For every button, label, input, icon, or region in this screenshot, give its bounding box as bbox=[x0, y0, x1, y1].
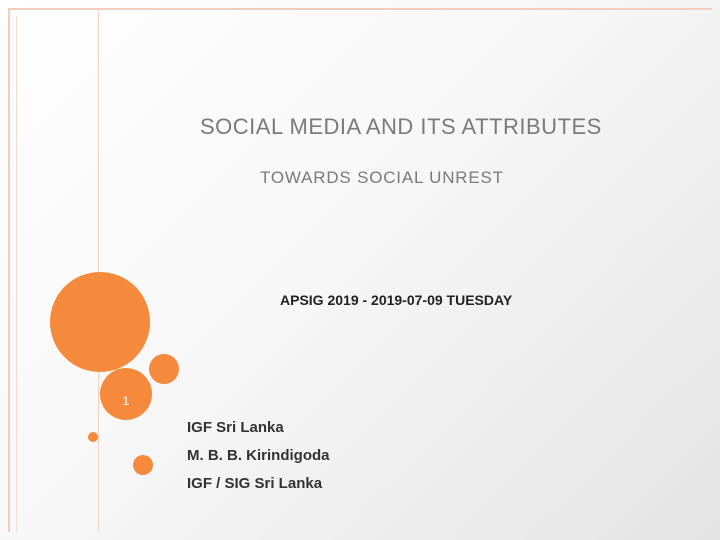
frame-inner-line bbox=[16, 16, 17, 532]
slide-subtitle: APSIG 2019 - 2019-07-09 TUESDAY bbox=[280, 292, 513, 308]
decorative-circle-large bbox=[50, 272, 150, 372]
author-line: IGF Sri Lanka bbox=[187, 419, 284, 436]
author-line: M. B. B. Kirindigoda bbox=[187, 447, 330, 464]
frame-vertical-line bbox=[98, 8, 99, 278]
frame-top-line bbox=[8, 8, 712, 10]
slide-title: SOCIAL MEDIA AND ITS ATTRIBUTES TOWARDS … bbox=[200, 112, 670, 190]
title-line-1: SOCIAL MEDIA AND ITS ATTRIBUTES bbox=[200, 114, 602, 139]
slide-number: 1 bbox=[122, 394, 130, 408]
author-line: IGF / SIG Sri Lanka bbox=[187, 475, 323, 492]
decorative-circle-medium bbox=[149, 354, 179, 384]
author-list: IGF Sri Lanka M. B. B. Kirindigoda IGF /… bbox=[187, 414, 330, 498]
decorative-circle-small bbox=[88, 432, 98, 442]
frame-vertical-line-lower bbox=[98, 350, 99, 532]
decorative-circle-small-2 bbox=[133, 455, 153, 475]
title-line-2: TOWARDS SOCIAL UNREST bbox=[260, 168, 504, 187]
slide-number-circle bbox=[100, 368, 152, 420]
frame-left-line bbox=[8, 8, 10, 532]
